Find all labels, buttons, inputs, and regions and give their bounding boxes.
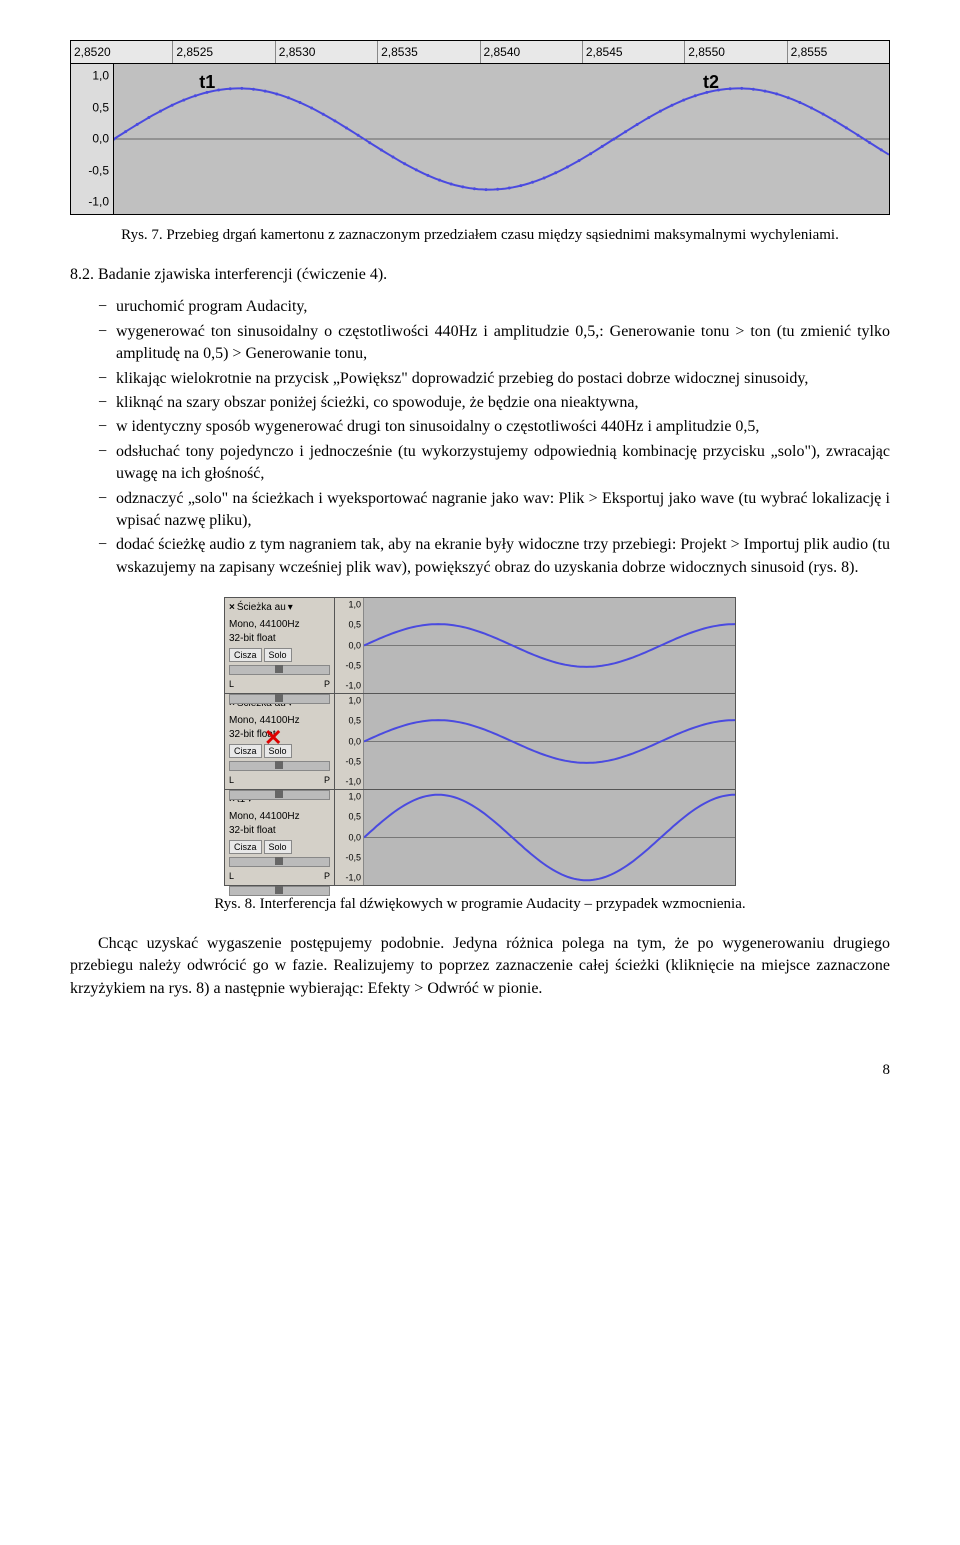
- ruler-tick: 2,8540: [480, 41, 582, 63]
- waveform-body: 1,0 0,5 0,0 -0,5 -1,0 t1 t2: [70, 64, 890, 215]
- y-tick: -1,0: [88, 194, 109, 211]
- procedure-list: uruchomić program Audacity, wygenerować t…: [70, 296, 890, 579]
- y-tick: -0,5: [88, 162, 109, 179]
- procedure-item: klikając wielokrotnie na przycisk „Powię…: [98, 368, 890, 390]
- track-waveform[interactable]: 1,0 0,5 0,0 -0,5 -1,0✕: [335, 694, 735, 789]
- procedure-item: odsłuchać tony pojedynczo i jednocześnie…: [98, 441, 890, 486]
- mute-button[interactable]: Cisza: [229, 648, 262, 662]
- pan-slider[interactable]: [229, 790, 330, 800]
- procedure-item: uruchomić program Audacity,: [98, 296, 890, 318]
- figure-8: ×Ścieżka au▾Mono, 44100Hz32-bit floatCis…: [224, 597, 736, 886]
- y-tick: 1,0: [348, 694, 361, 707]
- dropdown-icon[interactable]: ▾: [288, 601, 293, 615]
- pan-right-label: P: [324, 870, 330, 883]
- gain-slider[interactable]: [229, 857, 330, 867]
- procedure-item: dodać ścieżkę audio z tym nagraniem tak,…: [98, 534, 890, 579]
- solo-button[interactable]: Solo: [264, 840, 292, 854]
- y-tick: 0,5: [348, 618, 361, 631]
- track-info: 32-bit float: [229, 824, 330, 838]
- ruler-tick: 2,8545: [582, 41, 684, 63]
- mute-button[interactable]: Cisza: [229, 840, 262, 854]
- figure-7: 2,85202,85252,85302,85352,85402,85452,85…: [70, 40, 890, 215]
- ruler-tick: 2,8535: [377, 41, 479, 63]
- figure-8-caption: Rys. 8. Interferencja fal dźwiękowych w …: [70, 894, 890, 915]
- y-tick: -1,0: [345, 776, 361, 789]
- y-tick: 0,5: [348, 714, 361, 727]
- track-y-axis: 1,0 0,5 0,0 -0,5 -1,0: [335, 598, 364, 693]
- audacity-track: ×Ścieżka au▾ Mono, 44100Hz32-bit float Cis…: [225, 598, 735, 694]
- pan-right-label: P: [324, 678, 330, 691]
- pan-left-label: L: [229, 678, 234, 691]
- y-tick: -0,5: [345, 660, 361, 673]
- figure-7-caption: Rys. 7. Przebieg drgań kamertonu z zazna…: [70, 225, 890, 246]
- waveform-plot: t1 t2: [114, 64, 889, 214]
- waveform-plot: ✕: [364, 694, 735, 789]
- t2-label: t2: [703, 70, 719, 95]
- time-ruler: 2,85202,85252,85302,85352,85402,85452,85…: [70, 40, 890, 64]
- track-waveform[interactable]: 1,0 0,5 0,0 -0,5 -1,0: [335, 790, 735, 885]
- track-control-panel[interactable]: ×Ścieżka au▾ Mono, 44100Hz32-bit float Cis…: [225, 598, 335, 693]
- y-tick: 0,0: [348, 735, 361, 748]
- y-tick: 1,0: [92, 68, 109, 85]
- pan-left-label: L: [229, 870, 234, 883]
- track-control-panel[interactable]: ×Ścieżka au▾Mono, 44100Hz32-bit floatCis…: [225, 694, 335, 789]
- close-icon[interactable]: ×: [229, 601, 235, 615]
- y-tick: 1,0: [348, 790, 361, 803]
- track-y-axis: 1,0 0,5 0,0 -0,5 -1,0: [335, 790, 364, 885]
- y-tick: -0,5: [345, 852, 361, 865]
- ruler-tick: 2,8525: [172, 41, 274, 63]
- section-8-2-title: 8.2. Badanie zjawiska interferencji (ćwi…: [70, 264, 890, 286]
- y-tick: 1,0: [348, 598, 361, 611]
- track-y-axis: 1,0 0,5 0,0 -0,5 -1,0: [335, 694, 364, 789]
- track-info: Mono, 44100Hz: [229, 810, 330, 824]
- gain-slider[interactable]: [229, 665, 330, 675]
- procedure-item: odznaczyć „solo" na ścieżkach i wyekspor…: [98, 488, 890, 533]
- y-tick: 0,5: [348, 810, 361, 823]
- y-axis: 1,0 0,5 0,0 -0,5 -1,0: [71, 64, 114, 214]
- pan-slider[interactable]: [229, 694, 330, 704]
- ruler-tick: 2,8520: [71, 41, 172, 63]
- track-info: Mono, 44100Hz: [229, 714, 330, 728]
- track-info: 32-bit float: [229, 728, 330, 742]
- t1-label: t1: [199, 70, 215, 95]
- ruler-tick: 2,8530: [275, 41, 377, 63]
- track-title: Ścieżka au: [237, 601, 286, 615]
- audacity-track: ×Ścieżka au▾Mono, 44100Hz32-bit floatCis…: [225, 694, 735, 790]
- procedure-item: kliknąć na szary obszar poniżej ścieżki,…: [98, 392, 890, 414]
- y-tick: -1,0: [345, 872, 361, 885]
- track-info: Mono, 44100Hz: [229, 618, 330, 632]
- pan-left-label: L: [229, 774, 234, 787]
- waveform-plot: [364, 790, 735, 885]
- ruler-tick: 2,8555: [787, 41, 889, 63]
- mute-button[interactable]: Cisza: [229, 744, 262, 758]
- page-number: 8: [70, 1060, 890, 1081]
- track-info: 32-bit float: [229, 632, 330, 646]
- track-control-panel[interactable]: ×t1▾Mono, 44100Hz32-bit floatCiszaSoloLP: [225, 790, 335, 885]
- y-tick: 0,0: [348, 639, 361, 652]
- y-tick: 0,5: [92, 99, 109, 116]
- gain-slider[interactable]: [229, 761, 330, 771]
- ruler-tick: 2,8550: [684, 41, 786, 63]
- solo-button[interactable]: Solo: [264, 744, 292, 758]
- audacity-track: ×t1▾Mono, 44100Hz32-bit floatCiszaSoloLP…: [225, 790, 735, 885]
- pan-slider[interactable]: [229, 886, 330, 896]
- solo-button[interactable]: Solo: [264, 648, 292, 662]
- y-tick: -1,0: [345, 680, 361, 693]
- y-tick: -0,5: [345, 756, 361, 769]
- pan-right-label: P: [324, 774, 330, 787]
- procedure-item: wygenerować ton sinusoidalny o częstotli…: [98, 321, 890, 366]
- closing-paragraph: Chcąc uzyskać wygaszenie postępujemy pod…: [70, 933, 890, 1000]
- y-tick: 0,0: [348, 831, 361, 844]
- waveform-plot: [364, 598, 735, 693]
- procedure-item: w identyczny sposób wygenerować drugi to…: [98, 416, 890, 438]
- y-tick: 0,0: [92, 131, 109, 148]
- track-waveform[interactable]: 1,0 0,5 0,0 -0,5 -1,0: [335, 598, 735, 693]
